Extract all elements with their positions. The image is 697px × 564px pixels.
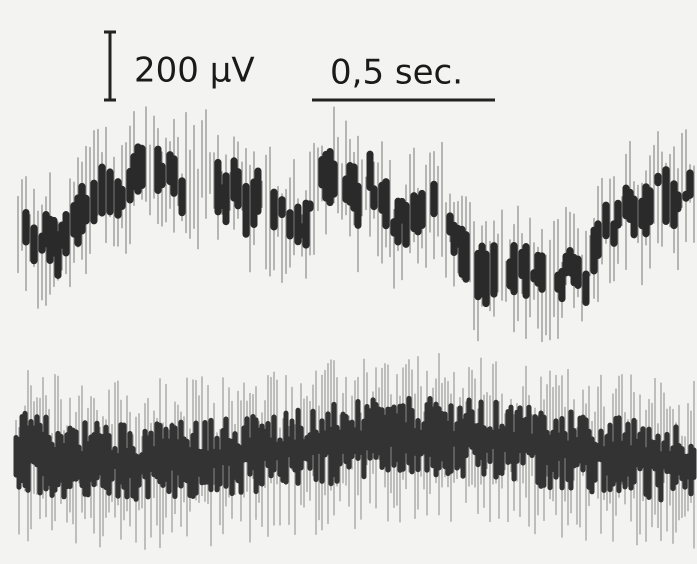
amplitude-scale: 200 µV bbox=[104, 30, 255, 102]
time-label: 0,5 sec. bbox=[330, 53, 463, 93]
amplitude-label: 200 µV bbox=[134, 51, 255, 91]
time-scale: 0,5 sec. bbox=[312, 53, 495, 102]
traces bbox=[13, 106, 697, 550]
